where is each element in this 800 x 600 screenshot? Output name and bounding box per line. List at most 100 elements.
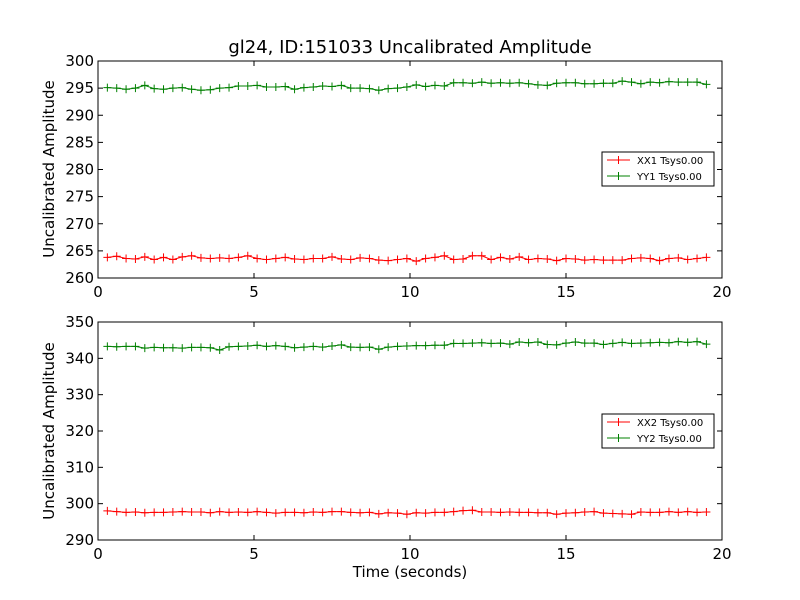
top-series-1-point: [225, 83, 234, 92]
top-series-1-point: [112, 84, 121, 93]
bottom-series-0-point: [496, 508, 505, 517]
top-series-0-point: [318, 254, 327, 263]
bottom-series-1-point: [533, 337, 542, 346]
bottom-series-1-point: [590, 339, 599, 348]
bottom-series-0-point: [346, 508, 355, 517]
top-series-0-point: [608, 256, 617, 265]
bottom-series-1-point: [271, 341, 280, 350]
top-series-0-point: [150, 255, 159, 264]
top-series-1-point: [178, 83, 187, 92]
bottom-series-1-point: [253, 341, 262, 350]
top-series-1-point: [683, 78, 692, 87]
bottom-series-0-point: [627, 510, 636, 519]
bottom-series-0-point: [655, 508, 664, 517]
top-series-1-point: [655, 78, 664, 87]
bottom-series-0-point: [122, 508, 131, 517]
bottom-series-1-point: [608, 339, 617, 348]
bottom-series-1-point: [505, 340, 514, 349]
top-series-0-point: [271, 254, 280, 263]
top-series-1-point: [281, 82, 290, 91]
top-series-1-point: [627, 78, 636, 87]
bottom-series-0-point: [459, 506, 468, 515]
top-x-tick-label: 20: [712, 283, 731, 301]
top-series-0-point: [122, 254, 131, 263]
bottom-series-1-point: [552, 340, 561, 349]
bottom-series-1-point: [421, 341, 430, 350]
bottom-x-tick-label: 5: [249, 545, 259, 563]
top-series-1-point: [309, 83, 318, 92]
top-series-1-point: [402, 83, 411, 92]
bottom-series-1-point: [496, 339, 505, 348]
bottom-series-0-point: [131, 508, 140, 517]
bottom-series-1-point: [599, 340, 608, 349]
bottom-series-1-point: [430, 341, 439, 350]
bottom-y-tick-label: 290: [65, 531, 94, 549]
top-series-0-point: [618, 256, 627, 265]
top-x-tick-label: 15: [556, 283, 575, 301]
top-series-1-point: [412, 80, 421, 89]
x-axis-label: Time (seconds): [352, 563, 468, 581]
top-series-1-point: [356, 84, 365, 93]
top-series-0-point: [459, 255, 468, 264]
top-series-0-point: [487, 255, 496, 264]
top-series-0-point: [196, 253, 205, 262]
bottom-series-1-point: [693, 337, 702, 346]
top-series-1-point: [702, 80, 711, 89]
bottom-series-0-point: [318, 508, 327, 517]
bottom-series-0-point: [430, 508, 439, 517]
top-series-0-point: [384, 256, 393, 265]
bottom-series-0-point: [299, 508, 308, 517]
bottom-series-1-point: [150, 343, 159, 352]
bottom-series-1-point: [664, 338, 673, 347]
top-series-1-point: [159, 85, 168, 94]
top-series-0-point: [131, 255, 140, 264]
bottom-series-0-point: [477, 508, 486, 517]
top-series-1-point: [618, 77, 627, 86]
bottom-legend-label-1: YY2 Tsys0.00: [636, 434, 702, 445]
top-series-1-point: [571, 78, 580, 87]
bottom-series-1-point: [683, 338, 692, 347]
bottom-series-1-point: [440, 341, 449, 350]
bottom-series-1-point: [477, 338, 486, 347]
bottom-series-1-point: [543, 340, 552, 349]
bottom-series-0-point: [290, 508, 299, 517]
bottom-x-tick-label: 20: [712, 545, 731, 563]
bottom-series-1-point: [459, 339, 468, 348]
top-series-0-point: [599, 256, 608, 265]
bottom-x-tick-label: 15: [556, 545, 575, 563]
top-series-1-point: [552, 79, 561, 88]
top-series-0-point: [693, 254, 702, 263]
bottom-x-tick-label: 10: [400, 545, 419, 563]
bottom-series-1-point: [412, 341, 421, 350]
bottom-y-tick-label: 340: [65, 349, 94, 367]
bottom-series-1-point: [318, 343, 327, 352]
bottom-series-1-point: [571, 337, 580, 346]
bottom-series-0-point: [384, 508, 393, 517]
bottom-series-0-point: [440, 508, 449, 517]
top-series-1-point: [524, 79, 533, 88]
bottom-series-1-point: [196, 343, 205, 352]
bottom-series-0-point: [150, 508, 159, 517]
bottom-series-1-point: [112, 342, 121, 351]
top-series-0-point: [159, 253, 168, 262]
top-series-0-point: [505, 255, 514, 264]
top-y-tick-label: 260: [65, 269, 94, 287]
bottom-series-0-point: [505, 508, 514, 517]
top-series-0-point: [262, 255, 271, 264]
bottom-series-1-point: [655, 338, 664, 347]
top-series-0-point: [178, 252, 187, 261]
top-series-1-point: [533, 80, 542, 89]
top-series-1-point: [384, 84, 393, 93]
top-series-1-point: [674, 78, 683, 87]
top-series-1-point: [543, 81, 552, 90]
top-series-1-point: [206, 85, 215, 94]
bottom-series-1-point: [215, 345, 224, 354]
bottom-series-1-point: [103, 342, 112, 351]
top-series-0-point: [253, 254, 262, 263]
top-series-0-point: [112, 252, 121, 261]
top-legend: [601, 151, 715, 187]
bottom-series-0-point: [646, 508, 655, 517]
top-series-1-point: [440, 81, 449, 90]
top-series-0-point: [562, 254, 570, 263]
